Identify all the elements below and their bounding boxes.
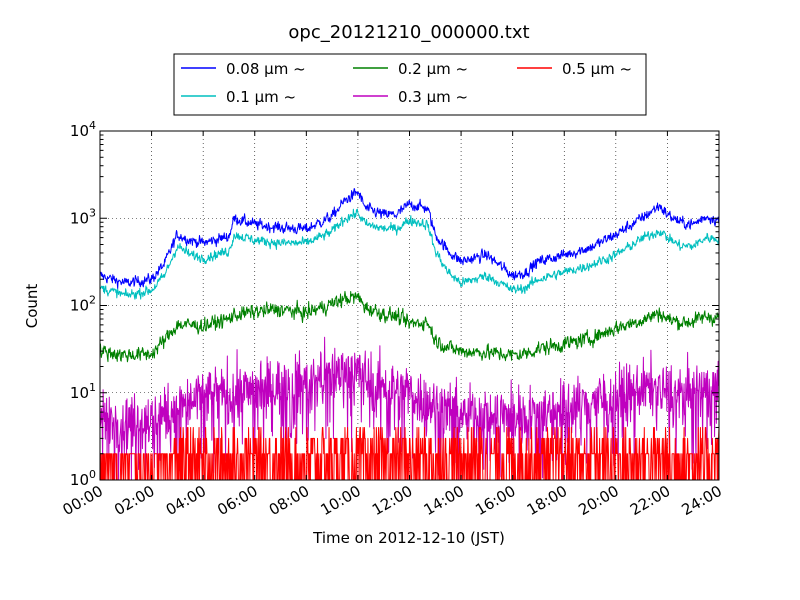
y-tick-label: 103: [70, 206, 96, 227]
legend-label: 0.3 μm ~: [398, 88, 468, 106]
legend-label: 0.08 μm ~: [226, 60, 306, 78]
series-layer: [99, 188, 720, 481]
y-tick-labels: 100 101 102 103 104: [70, 119, 96, 489]
y-tick-label: 104: [70, 119, 96, 140]
y-tick-label: 102: [70, 294, 96, 315]
y-tick-label: 101: [70, 381, 96, 402]
legend-label: 0.2 μm ~: [398, 60, 468, 78]
legend-label: 0.5 μm ~: [562, 60, 632, 78]
y-axis-label: Count: [23, 284, 41, 329]
series-line-4: [99, 426, 720, 481]
legend-box: [173, 53, 647, 116]
series-line-3: [99, 336, 720, 481]
legend-label: 0.1 μm ~: [226, 88, 296, 106]
legend: 0.08 μm ~ 0.1 μm ~ 0.2 μm ~ 0.3 μm ~ 0.5 μm …: [173, 53, 647, 116]
series-line-1: [99, 208, 720, 300]
series-line-2: [99, 290, 720, 363]
chart-title: opc_20121210_000000.txt: [288, 22, 529, 43]
series-line-0: [99, 188, 720, 290]
axis-ticks: [99, 130, 720, 481]
y-tick-label: 100: [70, 468, 96, 489]
x-axis-label: Time on 2012-12-10 (JST): [312, 529, 505, 547]
plot-area: [99, 130, 720, 481]
